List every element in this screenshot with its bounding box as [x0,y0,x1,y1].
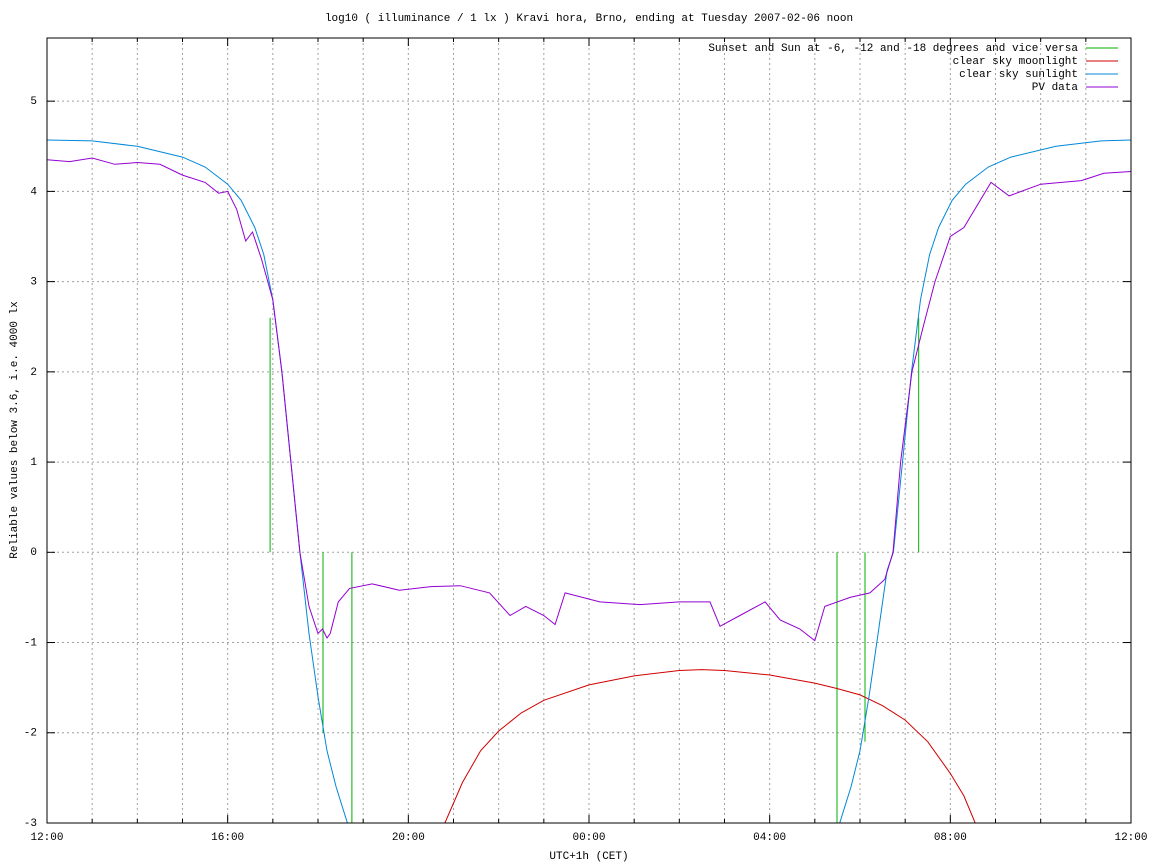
legend-label: PV data [1032,82,1079,94]
x-tick-label: 12:00 [1114,832,1147,844]
series-line [47,157,1131,642]
x-axis-label: UTC+1h (CET) [549,851,628,863]
y-tick-label: 0 [30,547,37,559]
y-tick-label: 2 [30,367,37,379]
y-tick-label: -1 [24,637,38,649]
series-line [47,139,1131,823]
x-tick-label: 04:00 [753,832,786,844]
y-tick-label: 5 [30,96,37,108]
legend-label: Sunset and Sun at -6, -12 and -18 degree… [708,43,1078,55]
legend-label: clear sky sunlight [959,69,1078,81]
x-tick-label: 12:00 [30,832,63,844]
x-tick-label: 20:00 [392,832,425,844]
plot-border [46,37,1132,824]
legend-label: clear sky moonlight [953,56,1078,68]
x-tick-label: 16:00 [211,832,244,844]
series-line [444,669,976,823]
series-line [269,317,920,823]
y-tick-label: 1 [30,457,37,469]
y-tick-label: 3 [30,277,37,289]
y-tick-label: 4 [30,186,37,198]
chart-title: log10 ( illuminance / 1 lx ) Kravi hora,… [325,13,853,25]
y-tick-label: -3 [24,818,37,830]
x-tick-label: 00:00 [572,832,605,844]
x-tick-label: 08:00 [934,832,967,844]
y-tick-label: -2 [24,728,37,740]
y-axis-label: Reliable values below 3.6, i.e. 4000 lx [9,301,21,559]
